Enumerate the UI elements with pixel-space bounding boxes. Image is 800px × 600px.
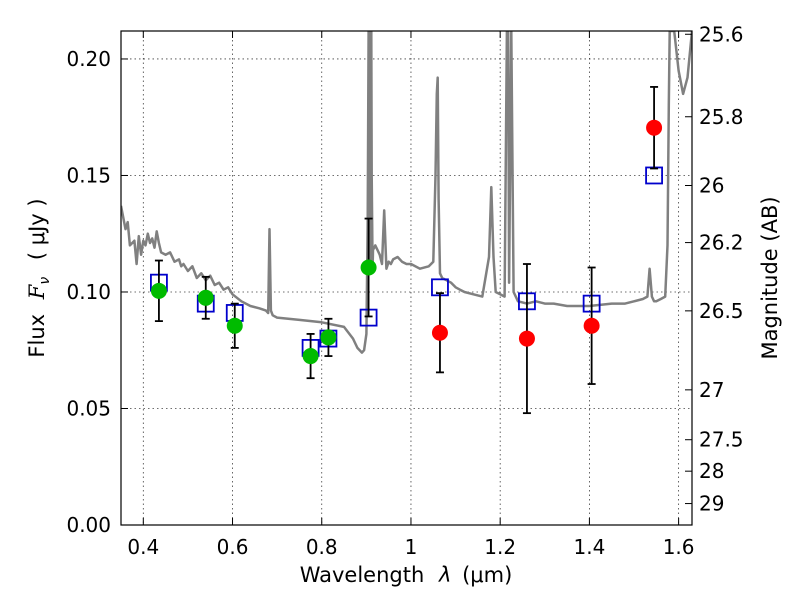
- x-axis-label: Wavelength: [300, 563, 425, 587]
- x-tick-label: 1: [405, 535, 418, 559]
- y-axis-title: Flux Fν ( μJy ): [25, 198, 54, 357]
- red-data-point: [518, 330, 535, 347]
- y-axis-symbol: F: [25, 283, 49, 300]
- right-tick-label: 26.2: [699, 231, 744, 255]
- right-tick-label: 29: [699, 492, 724, 516]
- x-axis-title: Wavelength λ (μm): [300, 563, 513, 587]
- green-data-point: [360, 259, 377, 276]
- green-data-point: [302, 348, 319, 365]
- plot-area: [121, 31, 692, 415]
- plot-frame: [120, 30, 693, 526]
- right-tick-label: 27: [699, 378, 724, 402]
- green-data-point: [226, 317, 243, 334]
- red-data-point: [431, 324, 448, 341]
- green-data-point: [150, 282, 167, 299]
- y-tick-label: 0.10: [66, 280, 111, 304]
- x-tick-label: 0.4: [127, 535, 159, 559]
- x-tick-label: 1.2: [484, 535, 516, 559]
- y-tick-label: 0.20: [66, 47, 111, 71]
- x-tick-label: 0.6: [217, 535, 249, 559]
- y-tick-label: 0.00: [66, 513, 111, 537]
- red-data-point: [646, 119, 663, 136]
- right-tick-label: 28: [699, 459, 724, 483]
- y-tick-label: 0.05: [66, 396, 111, 420]
- y-axis-subscript: ν: [37, 277, 53, 285]
- axes: 0.4 0.6 0.8 1 1.2 1.4 1.6 0.00 0.05 0.10 0.15 0.20 2…: [66, 22, 743, 559]
- right-tick-label: 25.8: [699, 105, 744, 129]
- right-tick-label: 26.5: [699, 299, 744, 323]
- green-data-point: [320, 329, 337, 346]
- red-data-point: [583, 317, 600, 334]
- green-data-point: [197, 289, 214, 306]
- right-tick-label: 26: [699, 173, 724, 197]
- y-tick-label: 0.15: [66, 163, 111, 187]
- x-tick-label: 1.6: [663, 535, 695, 559]
- y-axis-unit: ( μJy ): [25, 198, 49, 260]
- x-axis-symbol: λ: [438, 563, 451, 587]
- right-tick-label: 25.6: [699, 22, 744, 46]
- right-tick-label: 27.5: [699, 428, 744, 452]
- right-axis-title: Magnitude (AB): [758, 196, 782, 359]
- x-tick-label: 0.8: [306, 535, 338, 559]
- x-tick-label: 1.4: [573, 535, 605, 559]
- spectrum-line: [121, 31, 692, 354]
- x-axis-unit: (μm): [462, 563, 512, 587]
- y-axis-label: Flux: [25, 314, 49, 358]
